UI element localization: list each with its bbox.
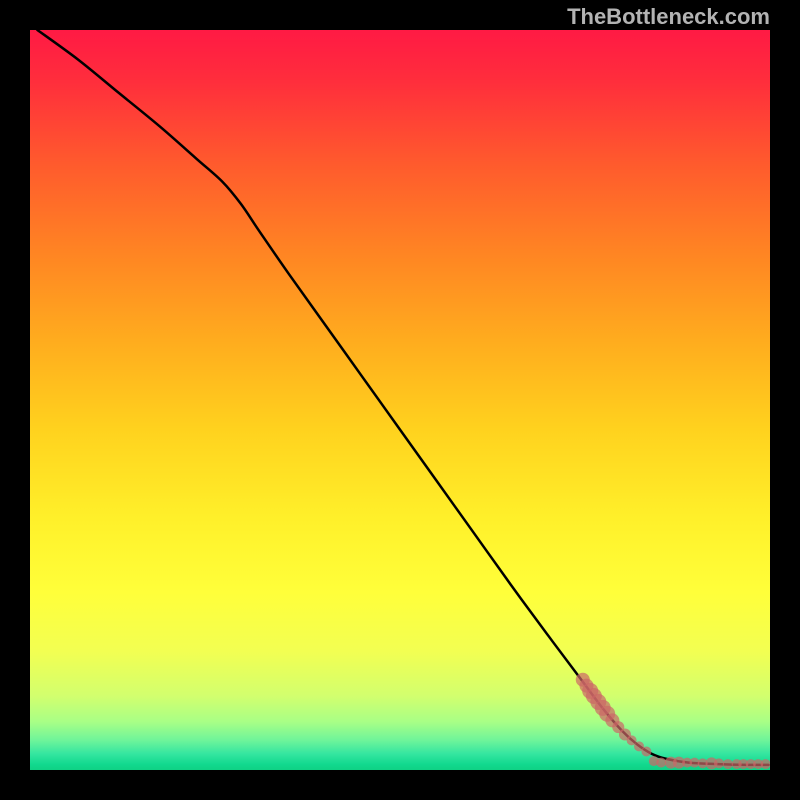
gradient-background [30,30,770,770]
data-marker [656,758,666,768]
data-marker [714,758,724,768]
chart-stage: TheBottleneck.com [0,0,800,800]
data-marker [641,747,651,757]
plot-area [30,30,770,770]
plot-svg [30,30,770,770]
data-marker [723,759,733,769]
watermark-text: TheBottleneck.com [567,4,770,30]
